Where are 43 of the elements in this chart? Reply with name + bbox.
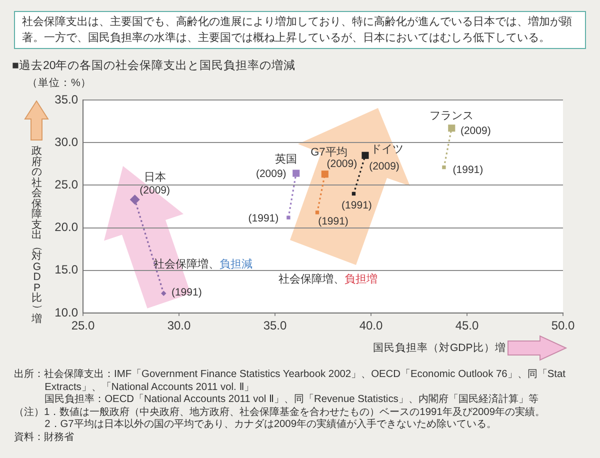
y-tick-label: 10.0 (54, 305, 78, 320)
annotation: 社会保障増、負担減 (154, 258, 252, 270)
x-tick-label: 40.0 (359, 318, 383, 333)
x-tick-label: 35.0 (263, 318, 287, 333)
y-tick-label: 20.0 (54, 220, 78, 234)
annotation: (2009) (460, 125, 491, 138)
series-label: 日本 (144, 170, 166, 184)
series-label: G7平均 (310, 146, 348, 159)
point (315, 210, 320, 214)
text: 国民負担率：OECD「National Accounts 2011 vol Ⅱ」、同「Revenue Statistics」、内閣府「国民経済計算」等 (44, 394, 538, 405)
point (321, 170, 328, 178)
text: 政府の社会保障支出（対GDP比）増 (31, 145, 44, 325)
annotation: (1991) (342, 200, 372, 212)
text: 資料：財務省 (14, 432, 74, 442)
annotation: (1991) (248, 212, 279, 224)
x-tick-label: 45.0 (455, 318, 479, 333)
annotation: (1991) (171, 286, 202, 298)
point (352, 192, 356, 196)
chart-subtitle: 社会保障支出は、主要国でも、高齢化の進展により増加しており、特に高齢化が進んでいる日本では、増加が顕著。一方で、国民負担率の水準は、主要国では概ね上昇しているが、日本においてはむしろ低下している。 (22, 16, 572, 44)
series-label: フランス (430, 110, 474, 122)
x-tick-label: 50.0 (551, 318, 575, 333)
text: （単位：%） (27, 77, 92, 89)
annotation: (2009) (326, 158, 358, 170)
series-label: ドイツ (370, 143, 404, 156)
x-axis-title: 国民負担率（対GDP比）増 (373, 342, 506, 354)
text: 出所：社会保障支出：IMF「Government Finance Statistics Yearbook 2002」、OECD「Economic Outlook 76」、同「Stat Extracts」、「National Accounts 2011 vol. Ⅱ」 (14, 369, 566, 392)
y-tick-label: 15.0 (54, 262, 78, 277)
annotation: 社会保障増、負担増 (278, 274, 378, 286)
x-tick-label: 25.0 (71, 318, 95, 333)
y-tick-label: 25.0 (54, 178, 78, 192)
x-tick-label: 30.0 (167, 318, 191, 333)
text: 2．G7平均は日本以外の国の平均であり、カナダは2009年の実績値が入手できないため除いている。 (44, 419, 497, 430)
annotation: (2009) (140, 184, 170, 197)
annotation: (2009) (369, 160, 400, 172)
annotation: (1991) (452, 164, 484, 176)
text: （注）1．数値は一般政府（中央政府、地方政府、社会保障基金を合わせたもの）ベースの1991年及び2009年の実績。 (14, 406, 545, 418)
annotation: (1991) (318, 215, 348, 228)
y-tick-label: 30.0 (54, 134, 78, 149)
series-label: 英国 (275, 152, 298, 166)
annotation: (2009) (256, 168, 286, 180)
chart-title: ■過去20年の各国の社会保障支出と国民負担率の増減 (12, 60, 296, 72)
y-tick-label: 35.0 (54, 92, 78, 106)
point (362, 152, 369, 159)
